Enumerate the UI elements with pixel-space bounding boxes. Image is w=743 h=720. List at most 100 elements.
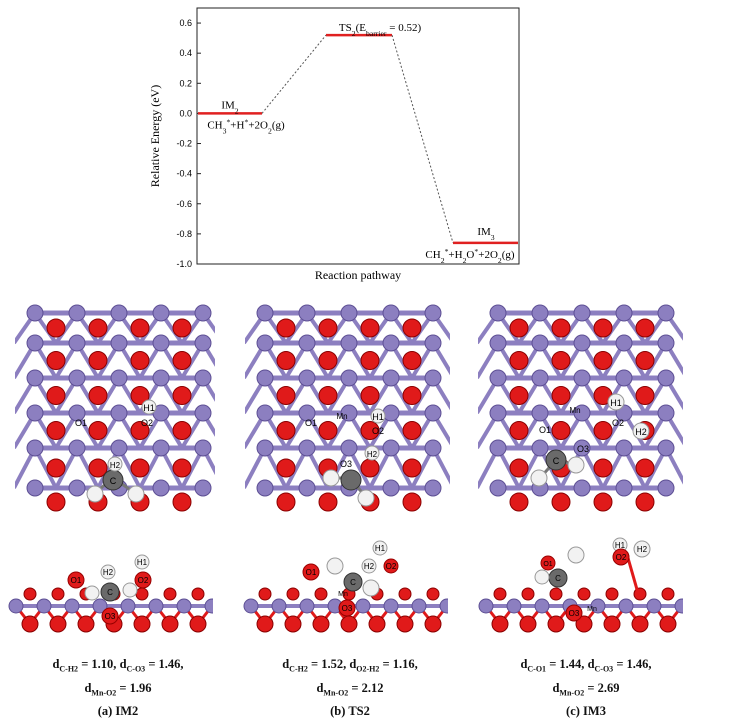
atom-O [659, 615, 677, 633]
atom-Mn [120, 598, 136, 614]
caption-distances-line2: dMn-O2 = 1.96 [84, 680, 152, 698]
atom-Mn [152, 304, 170, 322]
atom-O [509, 351, 529, 370]
atom-O [340, 615, 358, 633]
atom-H [357, 489, 375, 507]
atom-Mn [531, 304, 549, 322]
atom-O [318, 351, 338, 370]
atom-Mn [110, 439, 128, 457]
atom-O [521, 587, 535, 601]
atom-Mn [36, 598, 52, 614]
label-O2: O2 [386, 562, 397, 571]
label-O2: O2 [372, 426, 384, 436]
atom-Mn [256, 404, 274, 422]
plot-frame [196, 7, 520, 265]
atom-O [21, 615, 39, 633]
atom-Mn [382, 304, 400, 322]
atom-O [360, 421, 380, 440]
atom-O [398, 587, 412, 601]
label-O1: O1 [75, 418, 87, 428]
label-O1: O1 [306, 568, 317, 577]
atom-Mn [424, 304, 442, 322]
label-O3: O3 [342, 604, 353, 613]
atom-O [360, 458, 380, 478]
atom-O [172, 318, 192, 338]
atom-Mn [411, 598, 427, 614]
atom-Mn [531, 439, 549, 457]
atom-Mn [657, 479, 675, 497]
atom-O [368, 615, 386, 633]
label-C: C [350, 578, 356, 587]
adsorbate-side-im2: H2 H1 O1 O2 C O3 [67, 554, 152, 625]
atom-O [276, 386, 296, 405]
atom-O [46, 492, 66, 512]
atom-O [51, 587, 65, 601]
atom-O [593, 421, 613, 440]
atom-O [46, 351, 66, 370]
atom-O [276, 492, 296, 512]
atom-Mn [573, 404, 591, 422]
adsorbate-im2: H1 O1 O2 H2 C [75, 399, 157, 503]
atom-Mn [615, 439, 633, 457]
atom-O [551, 351, 571, 370]
atom-Mn [534, 598, 550, 614]
atom-O [575, 615, 593, 633]
atom-Mn [618, 598, 634, 614]
label-O2: O2 [141, 418, 153, 428]
atom-Mn [194, 404, 212, 422]
label-C: C [110, 476, 117, 486]
atom-Mn [271, 598, 287, 614]
atom-O [314, 587, 328, 601]
slab-lattice [15, 304, 215, 512]
atom-Mn [298, 369, 316, 387]
caption-distances-line1: dC-O1 = 1.44, dC-O3 = 1.46, [520, 657, 652, 674]
atom-Mn [615, 479, 633, 497]
caption-distances-line1: dC-H2 = 1.10, dC-O3 = 1.46, [52, 657, 184, 674]
atom-Mn [506, 598, 522, 614]
y-tick-label: -0.6 [176, 199, 192, 209]
atom-Mn [573, 369, 591, 387]
atom-O [509, 386, 529, 405]
atom-O [46, 421, 66, 440]
atom-Mn [152, 334, 170, 352]
atom-Mn [590, 598, 606, 614]
atom-H1 [370, 408, 386, 424]
atom-Mn [382, 369, 400, 387]
atom-O [402, 386, 422, 405]
atom-O [172, 421, 192, 440]
atom-O [49, 615, 67, 633]
atom-O [635, 386, 655, 405]
y-axis-ticks: 0.6 0.4 0.2 0.0 -0.2 -0.4 -0.6 -0.8 -1.0 [176, 18, 201, 269]
atom-H1 [141, 399, 157, 415]
atom-Mn [110, 369, 128, 387]
y-tick-label: 0.0 [179, 108, 192, 118]
atom-H2 [632, 422, 650, 440]
atom-O [276, 421, 296, 440]
label-H1: H1 [610, 398, 622, 408]
atom-Mn [489, 334, 507, 352]
caption-im3: dC-O1 = 1.44, dC-O3 = 1.46, dMn-O2 = 2.6… [476, 655, 696, 720]
atom-Mn [657, 404, 675, 422]
label-O1: O1 [305, 418, 317, 428]
label-H1: H1 [143, 403, 155, 413]
atom-O [424, 615, 442, 633]
label-Mn: Mn [338, 591, 348, 598]
atom-Mn [340, 334, 358, 352]
atom-Mn [573, 479, 591, 497]
atom-Mn [194, 439, 212, 457]
atom-Mn [298, 334, 316, 352]
label-O3: O3 [105, 612, 116, 621]
atom-O [276, 351, 296, 370]
atom-Mn [657, 369, 675, 387]
atom-O [551, 492, 571, 512]
atom-O [189, 615, 207, 633]
atom-O [191, 587, 205, 601]
atom-O [276, 458, 296, 478]
atom-O [318, 386, 338, 405]
atom-O [402, 421, 422, 440]
label-H2: H2 [635, 427, 647, 437]
connector-1 [391, 34, 454, 244]
atom-H [530, 469, 548, 487]
atom-O [551, 386, 571, 405]
atom-Mn [299, 598, 315, 614]
